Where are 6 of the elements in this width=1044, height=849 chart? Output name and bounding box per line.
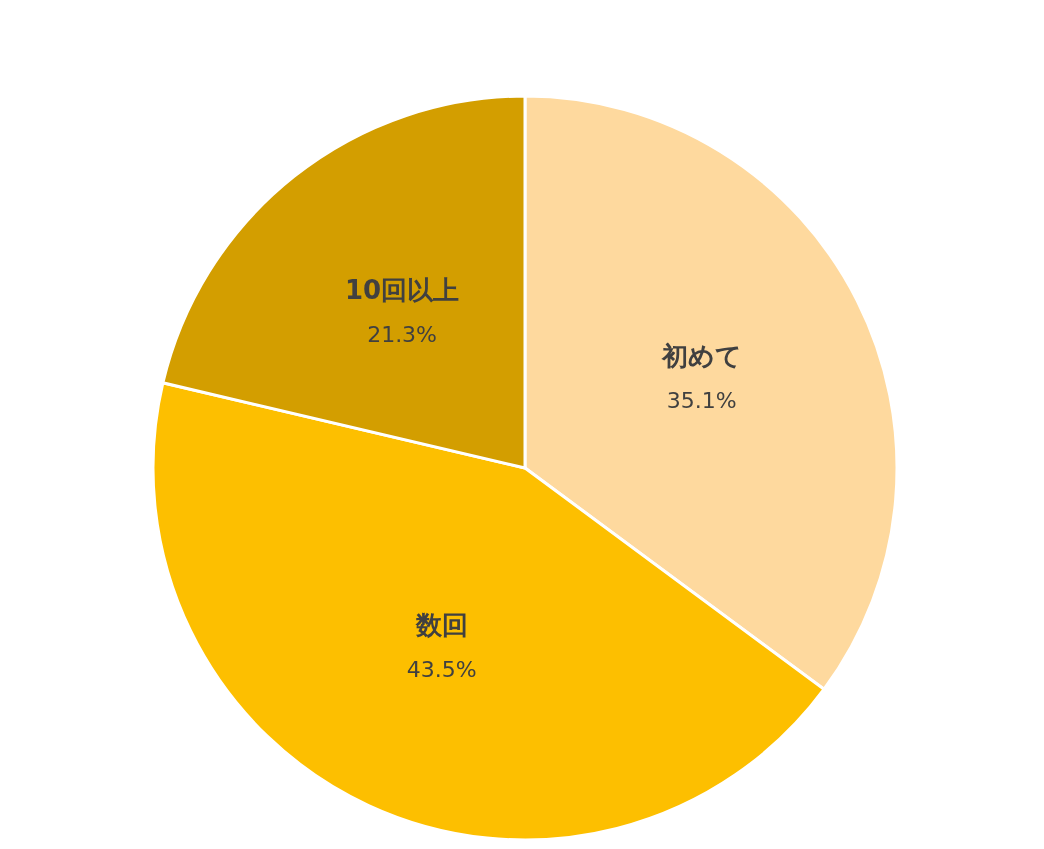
data-label: 21.3% xyxy=(367,321,438,347)
slice-label: 10回以上 xyxy=(344,274,460,305)
data-label: 43.5% xyxy=(406,656,477,682)
slice-label: 初めて xyxy=(660,340,742,371)
data-label: 35.1% xyxy=(666,387,737,413)
slice-label: 数回 xyxy=(414,609,468,640)
